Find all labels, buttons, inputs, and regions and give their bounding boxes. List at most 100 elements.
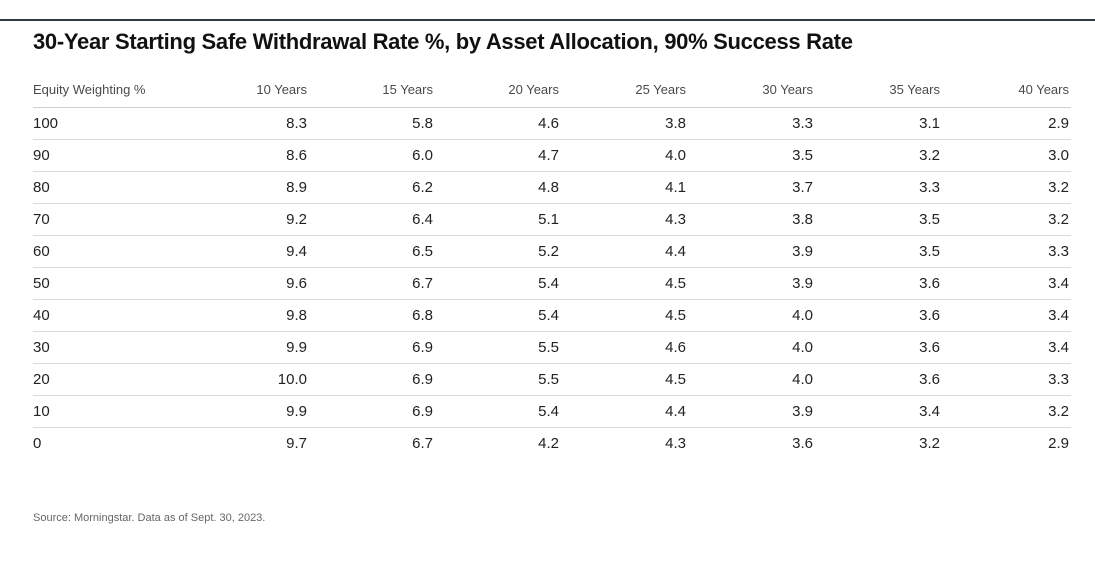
withdrawal-rate-cell: 3.6 bbox=[815, 331, 942, 364]
withdrawal-rate-cell: 6.8 bbox=[309, 299, 435, 332]
withdrawal-rate-cell: 3.9 bbox=[688, 235, 815, 268]
withdrawal-rate-cell: 9.6 bbox=[183, 267, 309, 300]
table-row: 40 9.8 6.8 5.4 4.5 4.0 3.6 3.4 bbox=[33, 299, 1071, 332]
withdrawal-rate-cell: 3.6 bbox=[815, 267, 942, 300]
withdrawal-rate-cell: 4.5 bbox=[561, 267, 688, 300]
withdrawal-rate-cell: 3.2 bbox=[815, 139, 942, 172]
withdrawal-rate-cell: 3.2 bbox=[942, 395, 1071, 428]
withdrawal-rate-cell: 3.5 bbox=[688, 139, 815, 172]
withdrawal-rate-cell: 3.6 bbox=[792, 435, 813, 452]
equity-weighting-cell: 50 bbox=[33, 267, 183, 300]
withdrawal-rate-cell: 9.7 bbox=[286, 435, 307, 452]
withdrawal-rate-cell: 3.3 bbox=[942, 235, 1071, 268]
withdrawal-rate-cell: 4.4 bbox=[561, 235, 688, 268]
withdrawal-rate-cell: 4.0 bbox=[561, 139, 688, 172]
withdrawal-rate-cell: 3.6 bbox=[815, 299, 942, 332]
column-header: 25 Years bbox=[561, 71, 688, 108]
equity-weighting-cell: 20 bbox=[33, 363, 183, 396]
withdrawal-rate-cell: 3.4 bbox=[942, 267, 1071, 300]
column-header-equity-weighting: Equity Weighting % bbox=[33, 71, 183, 108]
withdrawal-rate-cell: 3.3 bbox=[942, 363, 1071, 396]
withdrawal-rate-cell: 5.8 bbox=[309, 107, 435, 140]
top-rule bbox=[0, 19, 1095, 21]
column-header: 10 Years bbox=[183, 71, 309, 108]
column-header: 30 Years bbox=[688, 71, 815, 108]
withdrawal-rate-cell: 9.4 bbox=[183, 235, 309, 268]
withdrawal-rate-cell: 6.2 bbox=[309, 171, 435, 204]
withdrawal-rate-cell: 3.4 bbox=[815, 395, 942, 428]
header-row: Equity Weighting % 10 Years 15 Years 20 … bbox=[33, 71, 1071, 108]
withdrawal-rate-cell: 3.7 bbox=[688, 171, 815, 204]
column-header: 20 Years bbox=[435, 71, 561, 108]
table-row: 80 8.9 6.2 4.8 4.1 3.7 3.3 3.2 bbox=[33, 171, 1071, 204]
withdrawal-rate-cell: 10.0 bbox=[183, 363, 309, 396]
withdrawal-rate-cell: 2.9 bbox=[942, 107, 1071, 140]
withdrawal-rate-cell: 5.1 bbox=[435, 203, 561, 236]
withdrawal-rate-table: Equity Weighting % 10 Years 15 Years 20 … bbox=[33, 71, 1071, 459]
withdrawal-rate-cell: 3.8 bbox=[688, 203, 815, 236]
withdrawal-rate-cell: 3.1 bbox=[815, 107, 942, 140]
withdrawal-rate-cell: 4.5 bbox=[561, 299, 688, 332]
column-header: 40 Years bbox=[942, 71, 1071, 108]
table-row: 70 9.2 6.4 5.1 4.3 3.8 3.5 3.2 bbox=[33, 203, 1071, 236]
table-row: 100 8.3 5.8 4.6 3.8 3.3 3.1 2.9 bbox=[33, 107, 1071, 140]
withdrawal-rate-cell: 4.3 bbox=[665, 435, 686, 452]
equity-weighting-cell: 30 bbox=[33, 331, 183, 364]
withdrawal-rate-cell: 6.5 bbox=[309, 235, 435, 268]
withdrawal-rate-cell: 8.3 bbox=[183, 107, 309, 140]
withdrawal-rate-cell: 4.3 bbox=[561, 203, 688, 236]
withdrawal-rate-cell: 6.9 bbox=[309, 395, 435, 428]
withdrawal-rate-cell: 4.5 bbox=[561, 363, 688, 396]
withdrawal-rate-cell: 3.3 bbox=[815, 171, 942, 204]
withdrawal-rate-cell: 4.1 bbox=[561, 171, 688, 204]
withdrawal-rate-cell: 9.2 bbox=[183, 203, 309, 236]
table-body: 100 8.3 5.8 4.6 3.8 3.3 3.1 2.9 90 8.6 6.0 4.7 4.0 3.… bbox=[33, 107, 1071, 460]
table-row: 60 9.4 6.5 5.2 4.4 3.9 3.5 3.3 bbox=[33, 235, 1071, 268]
table-row: 0 9.7 6.7 4.2 4.3 3.6 3.2 2.9 bbox=[33, 428, 1071, 460]
withdrawal-rate-cell: 3.4 bbox=[942, 299, 1071, 332]
withdrawal-rate-cell: 9.8 bbox=[183, 299, 309, 332]
equity-weighting-cell: 80 bbox=[33, 171, 183, 204]
column-header: 15 Years bbox=[309, 71, 435, 108]
table-row: 90 8.6 6.0 4.7 4.0 3.5 3.2 3.0 bbox=[33, 139, 1071, 172]
withdrawal-rate-cell: 5.4 bbox=[435, 395, 561, 428]
equity-weighting-cell: 70 bbox=[33, 203, 183, 236]
withdrawal-rate-cell: 3.8 bbox=[561, 107, 688, 140]
withdrawal-rate-cell: 4.2 bbox=[538, 435, 559, 452]
table-row: 20 10.0 6.9 5.5 4.5 4.0 3.6 3.3 bbox=[33, 363, 1071, 396]
equity-weighting-cell: 10 bbox=[33, 395, 183, 428]
withdrawal-rate-cell: 3.9 bbox=[688, 267, 815, 300]
equity-weighting-cell: 100 bbox=[33, 107, 183, 140]
withdrawal-rate-cell: 3.2 bbox=[942, 171, 1071, 204]
table-row: 50 9.6 6.7 5.4 4.5 3.9 3.6 3.4 bbox=[33, 267, 1071, 300]
chart-title: 30-Year Starting Safe Withdrawal Rate %,… bbox=[33, 29, 853, 54]
withdrawal-rate-cell: 4.0 bbox=[688, 331, 815, 364]
withdrawal-rate-cell: 3.6 bbox=[815, 363, 942, 396]
table-row: 10 9.9 6.9 5.4 4.4 3.9 3.4 3.2 bbox=[33, 395, 1071, 428]
withdrawal-rate-cell: 3.5 bbox=[815, 235, 942, 268]
withdrawal-rate-cell: 6.9 bbox=[309, 363, 435, 396]
withdrawal-rate-cell: 3.2 bbox=[942, 203, 1071, 236]
equity-weighting-cell: 60 bbox=[33, 235, 183, 268]
withdrawal-rate-cell: 9.9 bbox=[183, 331, 309, 364]
withdrawal-rate-cell: 4.8 bbox=[435, 171, 561, 204]
table-row: 30 9.9 6.9 5.5 4.6 4.0 3.6 3.4 bbox=[33, 331, 1071, 364]
withdrawal-rate-cell: 4.6 bbox=[561, 331, 688, 364]
column-header: 35 Years bbox=[815, 71, 942, 108]
source-note: Source: Morningstar. Data as of Sept. 30… bbox=[33, 512, 266, 524]
withdrawal-rate-cell: 4.7 bbox=[435, 139, 561, 172]
withdrawal-rate-cell: 3.3 bbox=[688, 107, 815, 140]
withdrawal-rate-cell: 5.2 bbox=[435, 235, 561, 268]
withdrawal-rate-cell: 6.4 bbox=[309, 203, 435, 236]
withdrawal-rate-cell: 3.5 bbox=[815, 203, 942, 236]
withdrawal-rate-cell: 6.0 bbox=[309, 139, 435, 172]
withdrawal-rate-cell: 2.9 bbox=[1048, 435, 1069, 452]
withdrawal-rate-cell: 4.0 bbox=[688, 363, 815, 396]
withdrawal-rate-cell: 3.0 bbox=[942, 139, 1071, 172]
withdrawal-rate-cell: 5.4 bbox=[435, 267, 561, 300]
withdrawal-rate-cell: 6.7 bbox=[412, 435, 433, 452]
withdrawal-rate-cell: 3.9 bbox=[688, 395, 815, 428]
equity-weighting-cell: 40 bbox=[33, 299, 183, 332]
equity-weighting-cell: 90 bbox=[33, 139, 183, 172]
withdrawal-rate-cell: 4.6 bbox=[435, 107, 561, 140]
